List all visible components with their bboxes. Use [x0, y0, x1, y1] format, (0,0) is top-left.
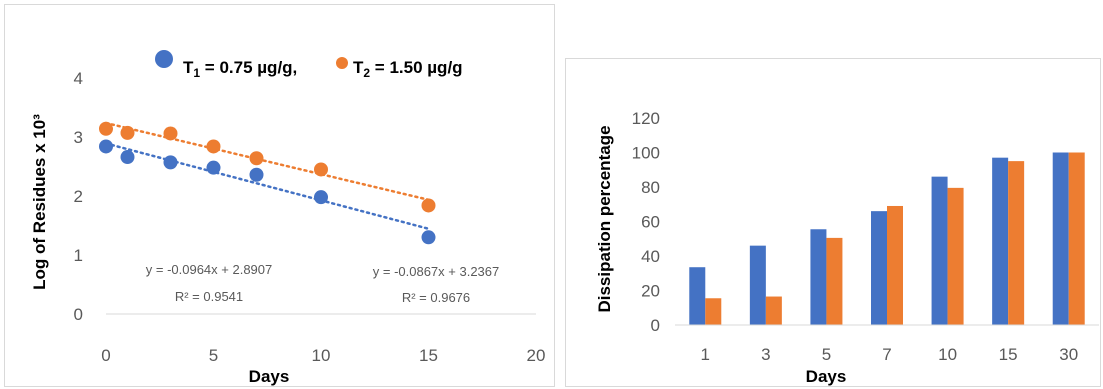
data-point-series-1 [249, 167, 264, 182]
x-tick-label: 15 [999, 345, 1018, 364]
data-point-series-2 [206, 139, 221, 154]
trendline-series-1 [104, 142, 430, 231]
x-tick-label: 10 [312, 346, 331, 365]
dissipation-chart: 0 20 40 60 80 100 120 1 3 5 7 10 15 30 Days Dissipation… [565, 58, 1101, 387]
y-tick-label: 120 [632, 109, 660, 128]
x-tick-label: 5 [209, 346, 218, 365]
y-tick-label: 0 [651, 316, 660, 335]
x-tick-label: 1 [701, 345, 710, 364]
y-axis-title: Log of Residues x 10³ [30, 114, 49, 290]
bar-series-2 [765, 296, 782, 325]
data-point-series-2 [99, 121, 113, 136]
data-point-series-1 [421, 230, 436, 245]
x-tick-label: 10 [938, 345, 957, 364]
data-point-series-2 [249, 151, 264, 166]
residue-chart: 0 1 2 3 4 0 5 10 15 20 Days Log of Residues x 10³ y … [4, 4, 555, 387]
legend-label: T1 = 0.75 µg/g, [183, 58, 297, 80]
data-point-series-1 [163, 155, 178, 170]
trendline-equation: y = -0.0867x + 3.2367 [373, 264, 499, 279]
x-tick-label: 0 [101, 346, 110, 365]
bar-series-2 [826, 237, 843, 325]
bar-series-2 [1068, 152, 1085, 325]
y-tick-label: 0 [74, 305, 83, 324]
data-point-series-2 [163, 126, 178, 141]
y-tick-label: 40 [641, 247, 660, 266]
y-tick-label: 1 [74, 246, 83, 265]
y-tick-label: 100 [632, 144, 660, 163]
legend-label: T2 = 1.50 µg/g [353, 58, 463, 80]
x-tick-label: 5 [822, 345, 831, 364]
bar-series-1 [1052, 152, 1069, 325]
bar-series-1 [931, 176, 948, 325]
trendline-equation: y = -0.0964x + 2.8907 [146, 262, 272, 277]
y-tick-label: 2 [74, 187, 83, 206]
legend-marker [336, 57, 348, 69]
bar-series-2 [887, 205, 903, 325]
y-tick-label: 80 [641, 178, 660, 197]
x-tick-label: 30 [1059, 345, 1078, 364]
x-tick-label: 15 [419, 346, 438, 365]
data-point-series-2 [120, 125, 135, 140]
bar-series-1 [992, 157, 1009, 325]
bar-series-2 [1008, 161, 1025, 325]
bar-series-2 [705, 298, 722, 325]
x-tick-label: 3 [761, 345, 770, 364]
data-point-series-1 [206, 160, 221, 175]
x-tick-label: 20 [527, 346, 546, 365]
data-point-series-1 [314, 190, 328, 205]
trendline-r-squared: R² = 0.9676 [402, 290, 470, 305]
legend-marker [155, 50, 173, 68]
bar-series-1 [871, 211, 887, 325]
y-tick-label: 20 [641, 282, 660, 301]
data-point-series-2 [314, 162, 328, 177]
y-tick-label: 4 [74, 69, 83, 88]
data-point-series-1 [99, 139, 113, 154]
bar-series-1 [810, 229, 827, 325]
bar-series-2 [947, 187, 964, 325]
y-tick-label: 60 [641, 213, 660, 232]
dissipation-chart-svg: 0 20 40 60 80 100 120 1 3 5 7 10 15 30 Days Dissipation… [595, 109, 1099, 386]
data-point-series-2 [421, 198, 436, 213]
bar-series-1 [689, 267, 706, 325]
x-axis-title: Days [806, 367, 847, 386]
trendline-series-2 [104, 121, 430, 202]
y-axis-title: Dissipation percentage [595, 125, 614, 312]
data-point-series-1 [120, 150, 135, 165]
x-tick-label: 7 [882, 345, 891, 364]
bar-series-1 [749, 245, 766, 325]
residue-chart-svg: 0 1 2 3 4 0 5 10 15 20 Days Log of Residues x 10³ y … [30, 50, 546, 386]
y-tick-label: 3 [74, 128, 83, 147]
x-axis-title: Days [249, 367, 290, 386]
trendline-r-squared: R² = 0.9541 [175, 289, 243, 304]
